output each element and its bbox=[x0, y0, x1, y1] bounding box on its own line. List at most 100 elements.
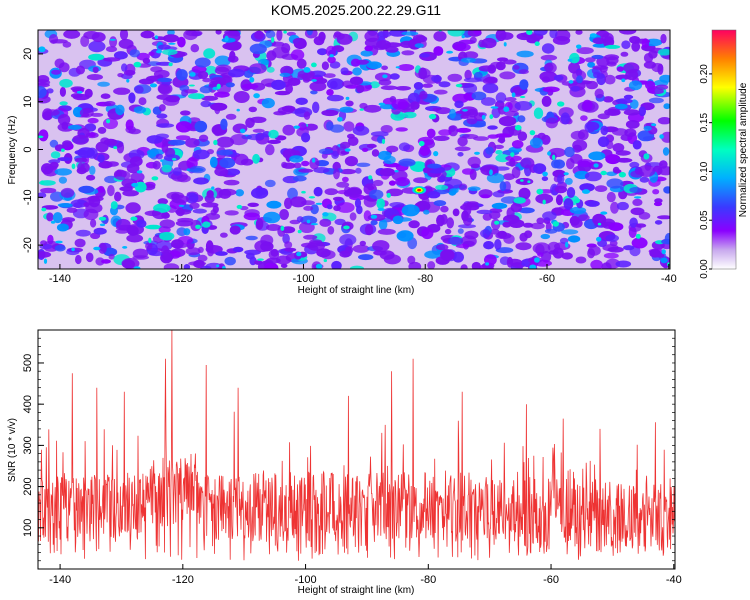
spectrogram-cell-989 bbox=[249, 63, 267, 74]
spectrogram-cell-1607 bbox=[329, 54, 334, 58]
spectrogram-cell-695 bbox=[180, 110, 191, 116]
spectrogram-cell-1304 bbox=[214, 66, 230, 75]
spectrogram-cell-1386 bbox=[380, 85, 398, 91]
spectrogram-cell-811 bbox=[359, 240, 366, 247]
spectrogram-cell-658 bbox=[541, 250, 552, 263]
spectrogram-cell-1323 bbox=[163, 263, 180, 269]
spectrogram-cell-858 bbox=[72, 93, 90, 101]
spectrogram-cell-974 bbox=[340, 67, 349, 75]
spectrogram-cell-1126 bbox=[85, 252, 94, 263]
spectrogram-cell-256 bbox=[438, 129, 452, 136]
spectrogram-cell-1346 bbox=[557, 174, 565, 185]
spectrogram-cell-1080 bbox=[401, 50, 415, 56]
spectrogram-cell-1184 bbox=[142, 57, 151, 64]
spectrogram-cell-872 bbox=[70, 199, 88, 208]
spectrogram-cell-1158 bbox=[385, 46, 399, 53]
spectrogram-cell-1073 bbox=[532, 242, 551, 254]
spectrogram-cell-1074 bbox=[466, 115, 478, 125]
spectrogram-cell-1370 bbox=[350, 58, 361, 67]
spectrogram-cell-281 bbox=[612, 143, 625, 153]
spectrogram-cell-1164 bbox=[209, 156, 218, 168]
spectrogram-cell-929 bbox=[326, 94, 344, 102]
spectrogram-cell-1498 bbox=[657, 48, 670, 56]
spectrogram-cell-1149 bbox=[110, 201, 118, 210]
spectrogram-cell-439 bbox=[438, 81, 451, 88]
spectrogram-cell-1577 bbox=[308, 196, 316, 199]
spectrogram-cell-1560 bbox=[322, 212, 329, 217]
spectrogram-cell-1299 bbox=[326, 121, 334, 131]
spectrogram-cell-1503 bbox=[160, 159, 164, 162]
spectrogram-cell-1318 bbox=[162, 96, 180, 106]
spectrogram-cell-1596 bbox=[359, 108, 364, 111]
spectrogram-cell-1181 bbox=[458, 183, 468, 191]
spectrogram-cell-1550 bbox=[306, 219, 311, 224]
spectrogram-x-ticks: -140 -120 -100 -80 -60 -40 bbox=[49, 264, 677, 285]
spectrogram-cell-1543 bbox=[461, 35, 465, 39]
spectrogram-cell-611 bbox=[79, 107, 94, 118]
spectrogram-cell-1251 bbox=[480, 229, 491, 238]
spectrogram-cell-1135 bbox=[95, 141, 109, 153]
snr-y-axis-label: SNR (10 * v/v) bbox=[7, 418, 18, 482]
spectrogram-cell-916 bbox=[600, 125, 609, 136]
spectrogram-cell-1027 bbox=[203, 48, 216, 59]
spectrogram-cell-287 bbox=[105, 46, 118, 53]
spectrogram-cell-1448 bbox=[307, 240, 326, 251]
spectrogram-cell-1324 bbox=[473, 136, 489, 141]
spectrogram-cell-1226 bbox=[210, 102, 228, 111]
spectrogram-cell-1241 bbox=[552, 247, 564, 259]
spectrogram-cell-1404 bbox=[52, 212, 63, 224]
spectrogram-cell-1460 bbox=[560, 112, 570, 125]
spectrogram-cell-640 bbox=[638, 106, 646, 117]
spectrogram-cell-869 bbox=[57, 157, 72, 162]
spectrogram-cell-609 bbox=[321, 61, 329, 70]
spectrogram-cell-1619 bbox=[280, 225, 285, 231]
spectrogram-cell-1427 bbox=[356, 84, 365, 93]
spectrogram-cell-665 bbox=[466, 201, 479, 206]
spectrogram-cell-591 bbox=[122, 190, 139, 197]
colorbar-tick-label-4: 0.20 bbox=[699, 64, 710, 84]
spectrogram-cell-172 bbox=[280, 263, 288, 268]
spectrogram-cell-1412 bbox=[303, 205, 314, 211]
spectrogram-cell-464 bbox=[419, 145, 431, 156]
spectrogram-cell-1282 bbox=[133, 106, 147, 114]
spectrogram-cell-847 bbox=[62, 41, 72, 48]
spectrogram-cell-1049 bbox=[326, 204, 333, 210]
spectrogram-cell-727 bbox=[495, 61, 506, 71]
spectrogram-cell-1313 bbox=[376, 198, 386, 210]
snr-panel: -140 -120 -100 -80 -60 -40 100 200 300 400 500 He… bbox=[7, 329, 682, 596]
spectrogram-cell-319 bbox=[358, 254, 374, 261]
spectrogram-cell-1289 bbox=[159, 231, 175, 241]
spectrogram-cell-1151 bbox=[457, 152, 464, 157]
snr-y-tick-label-3: 400 bbox=[22, 395, 34, 413]
spectrogram-cell-232 bbox=[427, 261, 436, 269]
snr-x-tick-label-4: -60 bbox=[543, 574, 559, 586]
spectrogram-cell-1351 bbox=[604, 108, 621, 116]
spectrogram-cell-610 bbox=[159, 219, 175, 229]
spectrogram-cell-329 bbox=[561, 252, 573, 260]
spectrogram-cell-1014 bbox=[38, 86, 47, 99]
spectrogram-cell-1090 bbox=[625, 120, 640, 129]
spectrogram-cell-675 bbox=[101, 259, 111, 264]
spectrogram-cell-393 bbox=[494, 144, 504, 149]
spectrogram-cell-1274 bbox=[376, 40, 391, 50]
spectrogram-y-tick-label-0: -20 bbox=[22, 237, 34, 253]
spectrogram-y-tick-label-2: 0 bbox=[22, 146, 34, 152]
spectrogram-cell-1055 bbox=[245, 252, 255, 260]
spectrogram-cell-316 bbox=[588, 151, 606, 161]
spectrogram-cell-396 bbox=[516, 50, 534, 58]
spectrogram-cell-973 bbox=[243, 212, 260, 221]
spectrogram-cell-987 bbox=[279, 72, 291, 77]
spectrogram-cell-1247 bbox=[422, 83, 433, 88]
spectrogram-cell-724 bbox=[426, 128, 436, 139]
spectrogram-cell-1147 bbox=[615, 98, 633, 104]
spectrogram-cell-792 bbox=[433, 46, 444, 56]
spectrogram-cell-1478 bbox=[107, 185, 115, 197]
spectrogram-cell-1263 bbox=[225, 82, 235, 88]
spectrogram-cell-981 bbox=[517, 115, 526, 123]
spectrogram-cell-1156 bbox=[586, 121, 600, 131]
spectrogram-cell-1637 bbox=[433, 151, 439, 157]
spectrogram-cell-1224 bbox=[171, 193, 180, 200]
spectrogram-cell-1490 bbox=[454, 100, 464, 109]
spectrogram-cell-1146 bbox=[616, 157, 633, 163]
spectrogram-cell-19 bbox=[458, 224, 476, 229]
